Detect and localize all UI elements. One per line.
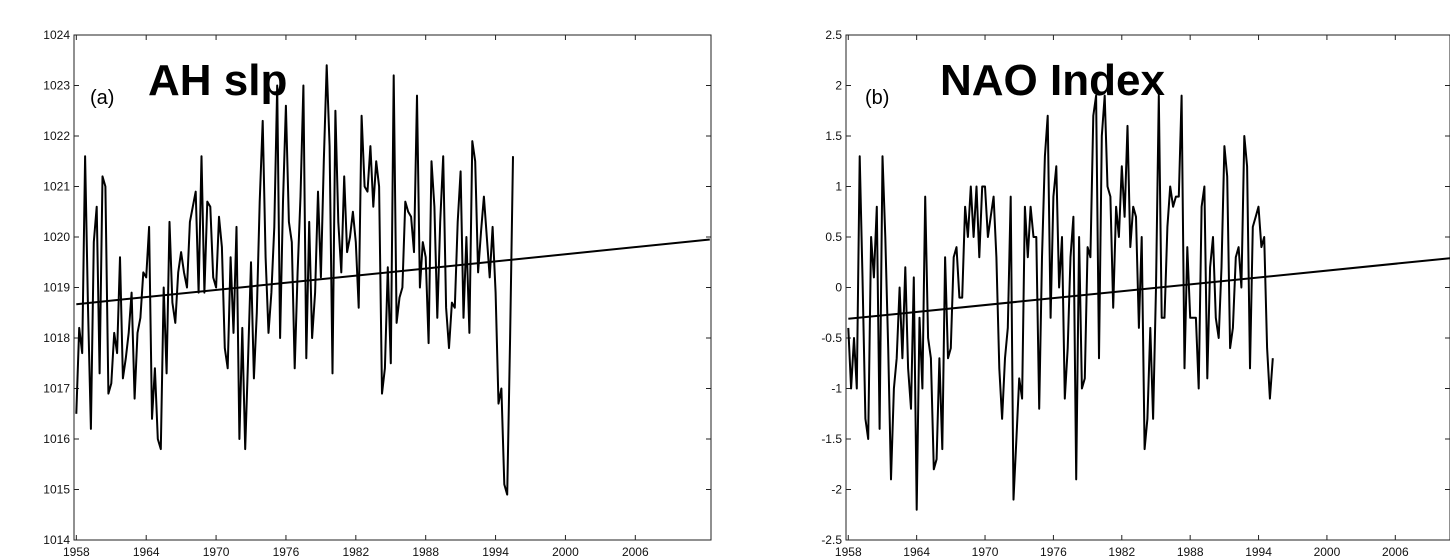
y-tick-label-a: 1021 [43,180,70,194]
y-tick-label-b: -0.5 [821,331,842,345]
y-tick-label-a: 1020 [43,230,70,244]
x-tick-label-b: 1976 [1040,545,1067,559]
y-tick-label-a: 1016 [43,432,70,446]
panel-a-label: (a) [90,87,114,109]
x-tick-label-b: 1964 [903,545,930,559]
panel-a-title: AH slp [148,56,287,105]
series-line-a [75,64,514,496]
y-tick-label-b: 0 [835,281,842,295]
x-tick-label-a: 1982 [342,545,369,559]
y-tick-label-b: 1 [835,180,842,194]
y-tick-label-a: 1015 [43,483,70,497]
y-tick-label-a: 1017 [43,382,70,396]
x-tick-label-a: 1994 [482,545,509,559]
y-tick-label-b: 2.5 [825,28,842,42]
y-tick-label-b: 1.5 [825,129,842,143]
series-line-b [847,94,1274,511]
y-tick-label-b: -2.5 [821,533,842,547]
x-tick-label-a: 1976 [273,545,300,559]
x-tick-label-a: 2006 [622,545,649,559]
y-tick-label-a: 1024 [43,28,70,42]
x-tick-label-a: 1964 [133,545,160,559]
y-tick-label-a: 1023 [43,79,70,93]
x-tick-label-b: 1994 [1245,545,1272,559]
x-tick-label-b: 1982 [1108,545,1135,559]
y-tick-label-b: -1.5 [821,432,842,446]
x-tick-label-b: 2006 [1382,545,1409,559]
y-tick-label-a: 1019 [43,281,70,295]
y-tick-label-b: -2 [831,483,842,497]
x-tick-label-a: 1970 [203,545,230,559]
panel-b-title: NAO Index [940,56,1165,105]
y-tick-label-b: -1 [831,382,842,396]
x-tick-label-a: 2000 [552,545,579,559]
panel-b: -2.5 -2 -1.5 -1 -0.5 0 0.5 1 1.5 2 2.5 1958 1964 1970… [821,28,1450,559]
plot-frame-b [845,34,1450,541]
x-tick-label-b: 1958 [835,545,862,559]
x-tick-label-a: 1958 [63,545,90,559]
x-tick-label-b: 2000 [1314,545,1341,559]
x-tick-label-b: 1988 [1177,545,1204,559]
y-tick-label-b: 2 [835,79,842,93]
trend-line-b [848,257,1450,320]
panel-b-label: (b) [865,87,889,109]
panel-a: 1014 1015 1016 1017 1018 1019 1020 1021 1022 1023… [43,28,712,559]
y-tick-label-a: 1018 [43,331,70,345]
x-tick-label-b: 1970 [972,545,999,559]
x-tick-label-a: 1988 [412,545,439,559]
y-tick-label-a: 1014 [43,533,70,547]
y-tick-label-b: 0.5 [825,230,842,244]
y-tick-label-a: 1022 [43,129,70,143]
trend-line-a [76,238,710,306]
